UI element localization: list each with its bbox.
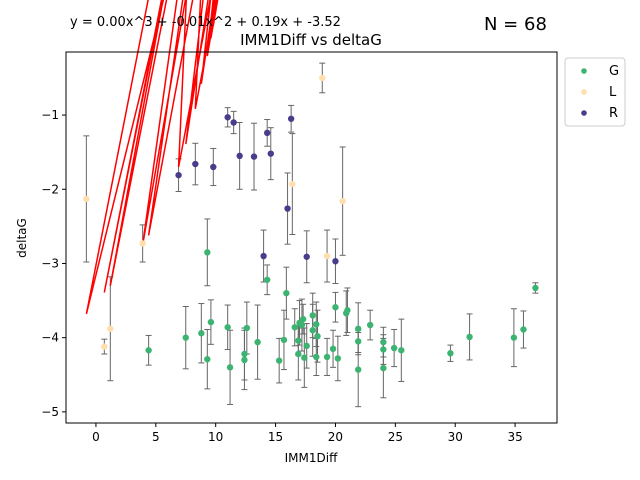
data-point-g	[204, 249, 211, 256]
y-tick-label: −2	[41, 182, 59, 196]
data-point-r	[260, 252, 267, 260]
data-point-l	[323, 252, 331, 260]
legend-marker-r	[581, 110, 587, 116]
data-point-g	[224, 324, 231, 331]
data-point-g	[380, 346, 387, 353]
data-point-g	[355, 325, 362, 332]
data-point-g	[329, 345, 337, 352]
y-axis-label: deltaG	[15, 218, 29, 258]
data-point-g	[380, 364, 387, 372]
data-point-g	[145, 347, 152, 354]
data-point-g	[343, 309, 350, 317]
data-point-r	[287, 115, 295, 122]
legend: G L R	[564, 57, 626, 127]
data-point-g	[303, 342, 310, 350]
data-point-g	[366, 321, 374, 329]
data-point-r	[236, 152, 243, 160]
x-tick-label: 5	[152, 430, 160, 444]
n-count-label: N = 68	[484, 14, 547, 35]
x-axis-label: IMM1Diff	[285, 451, 338, 465]
data-point-g	[313, 321, 320, 328]
data-point-g	[532, 284, 539, 292]
data-point-g	[241, 356, 248, 364]
legend-label-r: R	[609, 106, 618, 121]
data-point-l	[107, 325, 114, 332]
data-point-r	[175, 171, 182, 179]
data-point-r	[267, 150, 274, 157]
legend-marker-l	[581, 89, 587, 95]
data-point-g	[380, 338, 387, 346]
data-point-g	[398, 347, 405, 354]
data-point-g	[309, 327, 316, 334]
data-point-r	[250, 153, 258, 160]
data-point-g	[309, 312, 316, 319]
plot-frame	[65, 51, 558, 424]
x-tick-label: 25	[388, 430, 403, 444]
data-point-l	[83, 195, 90, 203]
x-tick-label: 15	[268, 430, 283, 444]
data-point-l	[319, 74, 326, 82]
equation-text: y = 0.00x^3 + -0.01x^2 + 0.19x + -3.52	[70, 15, 341, 30]
y-tick-label: −5	[41, 405, 59, 419]
data-point-g	[295, 337, 302, 344]
y-axis: −5 −4 −3 −2 −1	[41, 108, 66, 419]
data-point-g	[263, 276, 271, 283]
data-point-g	[280, 336, 288, 344]
data-point-g	[275, 357, 283, 364]
legend-marker-g	[581, 68, 587, 74]
data-point-g	[283, 289, 290, 297]
data-point-l	[339, 197, 346, 205]
data-point-g	[355, 366, 362, 373]
x-tick-label: 10	[208, 430, 223, 444]
x-tick-label: 0	[92, 430, 100, 444]
data-point-g	[314, 332, 321, 340]
data-point-g	[466, 333, 473, 341]
data-point-g	[291, 324, 298, 331]
plot-layer	[83, 0, 539, 408]
legend-box	[564, 57, 626, 127]
data-point-g	[295, 350, 302, 358]
data-point-g	[520, 326, 527, 333]
data-point-r	[284, 205, 291, 212]
data-point-g	[301, 354, 308, 361]
data-point-g	[334, 355, 342, 362]
data-point-g	[254, 338, 261, 346]
legend-label-g: G	[609, 64, 619, 79]
data-point-g	[510, 334, 518, 341]
data-point-g	[390, 344, 398, 352]
data-point-g	[296, 319, 303, 327]
chart-title: IMM1Diff vs deltaG	[240, 31, 382, 49]
y-tick-label: −4	[41, 331, 59, 345]
data-point-r	[210, 163, 217, 171]
data-point-g	[332, 304, 339, 311]
data-point-r	[263, 129, 271, 137]
data-point-l	[289, 180, 296, 188]
data-point-g	[355, 338, 362, 345]
data-point-g	[182, 334, 189, 341]
y-tick-label: −1	[41, 108, 59, 122]
data-point-g	[447, 350, 454, 357]
data-point-r	[230, 119, 237, 126]
data-point-g	[243, 324, 251, 332]
x-tick-label: 20	[328, 430, 343, 444]
data-point-g	[204, 355, 211, 363]
legend-label-l: L	[609, 85, 617, 100]
data-point-r	[192, 160, 199, 168]
data-point-r	[303, 253, 310, 260]
data-point-g	[241, 350, 248, 358]
data-point-l	[139, 240, 146, 247]
data-point-g	[207, 318, 215, 326]
x-axis: 0 5 10 15 20 25 30 35	[92, 423, 523, 444]
data-point-g	[198, 330, 205, 337]
data-point-g	[323, 353, 331, 361]
x-tick-label: 30	[448, 430, 463, 444]
data-point-l	[101, 343, 108, 350]
data-point-g	[313, 353, 320, 361]
x-tick-label: 35	[507, 430, 522, 444]
y-tick-label: −3	[41, 256, 59, 270]
data-point-r	[332, 258, 339, 265]
data-point-r	[224, 114, 231, 121]
data-point-g	[226, 364, 234, 371]
